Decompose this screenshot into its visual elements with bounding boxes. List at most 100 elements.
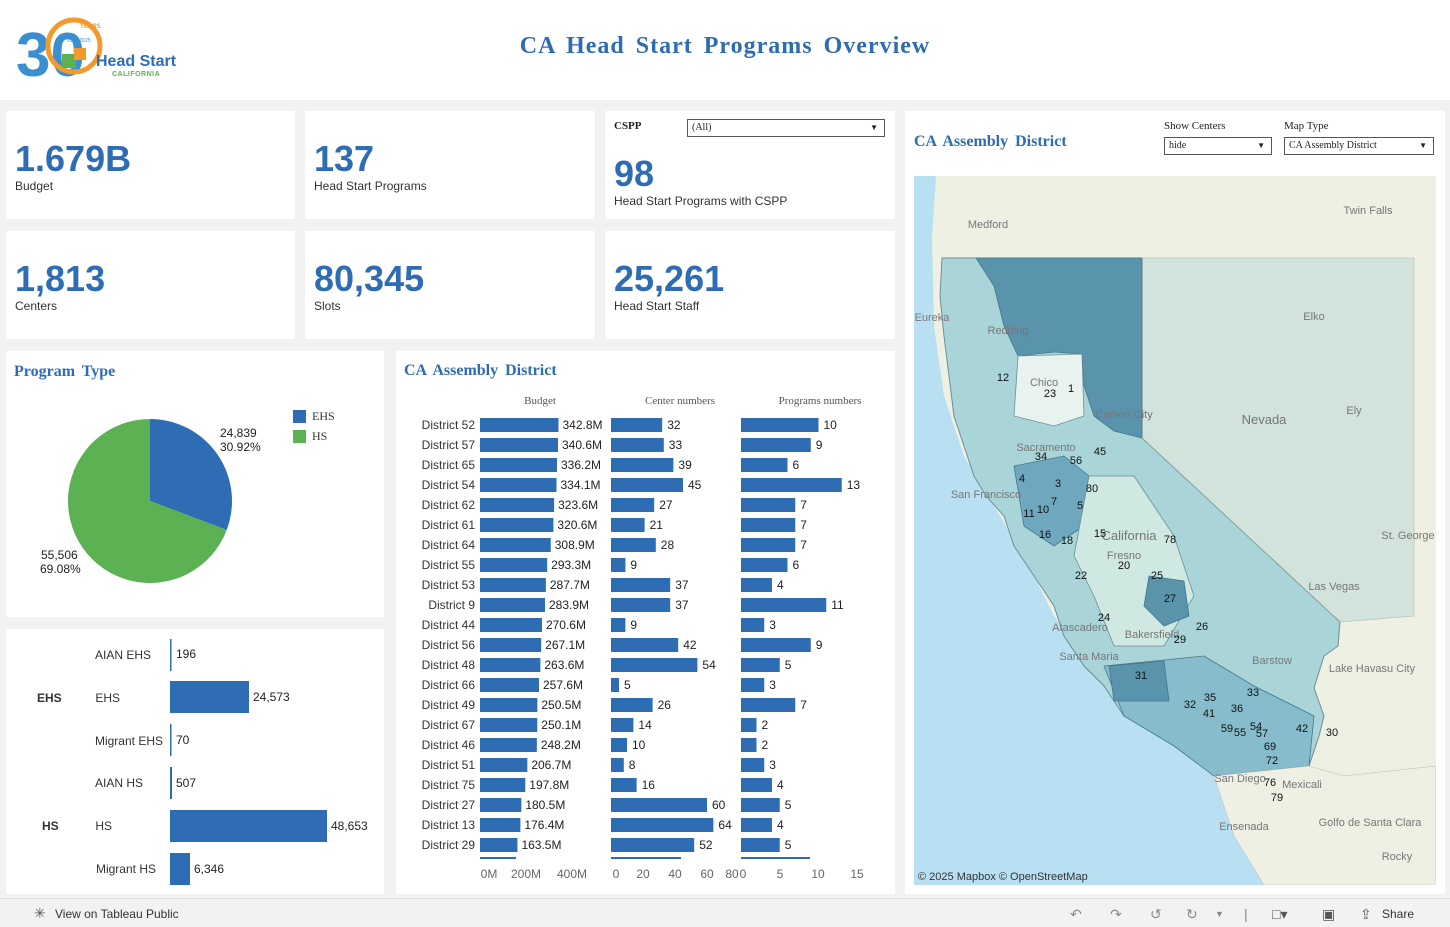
centers-bar[interactable] — [611, 498, 655, 512]
programs-bar[interactable] — [741, 798, 780, 812]
district-number-label[interactable]: 3 — [1055, 478, 1061, 490]
programs-bar[interactable] — [741, 618, 765, 632]
budget-bar[interactable] — [480, 538, 551, 552]
district-31-region[interactable] — [1108, 660, 1170, 702]
district-row[interactable]: District 65 336.2M 39 6 — [422, 458, 800, 472]
district-number-label[interactable]: 18 — [1061, 535, 1073, 547]
district-number-label[interactable]: 12 — [997, 372, 1009, 384]
district-row[interactable]: District 64 308.9M 28 7 — [422, 538, 808, 552]
budget-bar[interactable] — [480, 638, 542, 652]
centers-bar[interactable] — [611, 558, 626, 572]
district-number-label[interactable]: 55 — [1234, 727, 1246, 739]
programs-bar[interactable] — [741, 418, 819, 432]
view-on-tableau-link[interactable]: View on Tableau Public — [55, 907, 179, 921]
programs-bar[interactable] — [741, 818, 772, 832]
district-number-label[interactable]: 80 — [1086, 483, 1098, 495]
budget-bar[interactable] — [480, 758, 528, 772]
district-number-label[interactable]: 36 — [1231, 703, 1243, 715]
district-number-label[interactable]: 29 — [1174, 634, 1186, 646]
district-number-label[interactable]: 27 — [1164, 593, 1176, 605]
centers-bar[interactable] — [611, 518, 645, 532]
bar[interactable] — [170, 681, 249, 713]
district-row[interactable]: District 27 180.5M 60 5 — [422, 798, 792, 812]
centers-bar[interactable] — [611, 638, 679, 652]
budget-bar[interactable] — [480, 418, 559, 432]
district-number-label[interactable]: 59 — [1221, 723, 1233, 735]
district-row[interactable]: District 44 270.6M 9 3 — [422, 618, 777, 632]
program-type-pie[interactable]: 24,839 30.92% 55,506 69.08% — [6, 351, 384, 617]
programs-bar[interactable] — [741, 518, 796, 532]
district-number-label[interactable]: 11 — [1023, 508, 1034, 520]
budget-bar[interactable] — [480, 678, 539, 692]
budget-bar[interactable] — [480, 818, 521, 832]
subprogram-row[interactable]: AIAN EHS 196 — [95, 639, 196, 671]
pie-slice-hs[interactable] — [67, 419, 227, 583]
district-bar-table[interactable]: Budget Center numbers Programs numbers D… — [396, 351, 895, 894]
subprogram-row[interactable]: AIAN HS 507 — [95, 767, 196, 799]
subprogram-bar-chart[interactable]: EHS HS AIAN EHS 196 EHS 24,573 Migrant E… — [6, 629, 384, 894]
bar[interactable] — [170, 639, 172, 671]
district-number-label[interactable]: 5 — [1077, 500, 1083, 512]
bar[interactable] — [170, 853, 190, 885]
budget-bar[interactable] — [480, 558, 548, 572]
comment-icon[interactable]: □▾ — [1272, 906, 1288, 922]
district-23-region[interactable] — [1013, 353, 1085, 427]
centers-bar[interactable] — [611, 618, 626, 632]
budget-bar[interactable] — [480, 718, 538, 732]
subprogram-row[interactable]: Migrant HS 6,346 — [96, 853, 224, 885]
redo-icon[interactable]: ↷ — [1110, 906, 1122, 922]
centers-bar[interactable] — [611, 718, 634, 732]
centers-bar[interactable] — [611, 818, 714, 832]
share-icon[interactable]: ⇪ — [1360, 906, 1372, 922]
district-number-label[interactable]: 35 — [1204, 692, 1216, 704]
district-row[interactable]: District 48 263.6M 54 5 — [422, 658, 792, 672]
district-number-label[interactable]: 78 — [1164, 534, 1176, 546]
bar[interactable] — [170, 724, 172, 756]
undo-icon[interactable]: ↶ — [1070, 906, 1082, 922]
centers-bar[interactable] — [611, 758, 624, 772]
programs-bar[interactable] — [741, 458, 788, 472]
district-number-label[interactable]: 79 — [1271, 792, 1283, 804]
district-row[interactable]: District 75 197.8M 16 4 — [422, 778, 784, 792]
fullscreen-icon[interactable]: ▣ — [1322, 906, 1336, 922]
district-number-label[interactable]: 31 — [1135, 670, 1147, 682]
district-row[interactable]: District 52 342.8M 32 10 — [422, 418, 838, 432]
district-number-label[interactable]: 1 — [1068, 383, 1074, 395]
cspp-filter-dropdown[interactable]: (All) ▼ — [687, 119, 885, 137]
district-27-region[interactable] — [1143, 575, 1190, 627]
chevron-down-icon[interactable]: ▼ — [1215, 909, 1224, 919]
programs-bar[interactable] — [741, 738, 757, 752]
budget-bar[interactable] — [480, 438, 558, 452]
bar[interactable] — [170, 767, 172, 799]
district-row[interactable]: District 57 340.6M 33 9 — [422, 438, 823, 452]
programs-bar[interactable] — [741, 838, 780, 852]
centers-bar[interactable] — [611, 838, 695, 852]
district-row[interactable]: District 67 250.1M 14 2 — [422, 718, 769, 732]
district-row[interactable]: District 62 323.6M 27 7 — [422, 498, 808, 512]
budget-bar[interactable] — [480, 838, 518, 852]
centers-bar[interactable] — [611, 458, 674, 472]
subprogram-row[interactable]: Migrant EHS 70 — [95, 724, 190, 756]
bar[interactable] — [170, 810, 327, 842]
programs-bar[interactable] — [741, 638, 811, 652]
district-number-label[interactable]: 45 — [1094, 446, 1106, 458]
district-map[interactable]: Medford Twin Falls Eureka Redding Elko Chico C… — [914, 176, 1436, 885]
budget-bar[interactable] — [480, 798, 522, 812]
centers-bar[interactable] — [611, 798, 707, 812]
district-row[interactable]: District 29 163.5M 52 5 — [422, 838, 792, 852]
map-attribution[interactable]: © 2025 Mapbox © OpenStreetMap — [918, 871, 1088, 883]
centers-bar[interactable] — [611, 738, 627, 752]
budget-bar[interactable] — [480, 698, 538, 712]
centers-bar[interactable] — [611, 438, 664, 452]
district-number-label[interactable]: 42 — [1296, 723, 1308, 735]
show-centers-dropdown[interactable]: hide ▼ — [1164, 137, 1272, 155]
budget-bar[interactable] — [480, 518, 554, 532]
district-number-label[interactable]: 33 — [1247, 687, 1259, 699]
programs-bar[interactable] — [741, 698, 796, 712]
programs-bar[interactable] — [741, 578, 772, 592]
district-row[interactable]: District 46 248.2M 10 2 — [422, 738, 769, 752]
programs-bar[interactable] — [741, 558, 788, 572]
centers-bar[interactable] — [611, 418, 663, 432]
programs-bar[interactable] — [741, 538, 796, 552]
programs-bar[interactable] — [741, 498, 796, 512]
